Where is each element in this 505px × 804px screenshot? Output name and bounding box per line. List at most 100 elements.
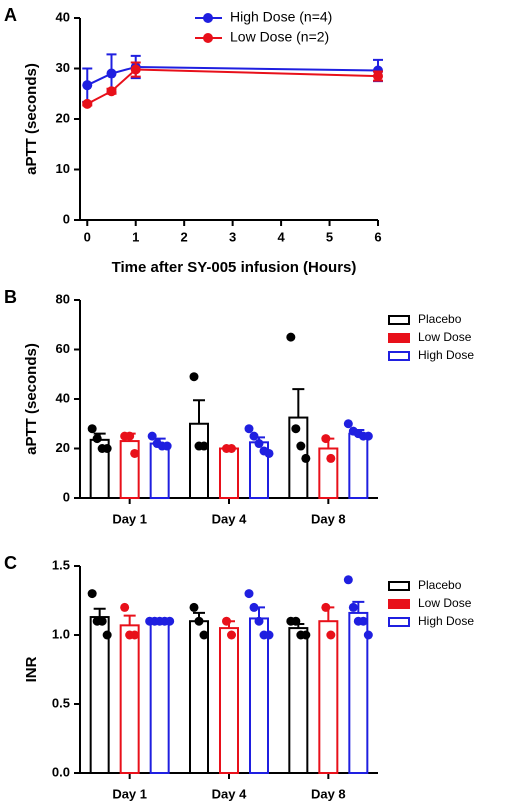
legend-label: High Dose [418, 614, 474, 628]
point [373, 71, 383, 82]
data-point [222, 616, 231, 626]
point [82, 98, 93, 109]
y-tick-label: 0 [63, 211, 70, 226]
legend-label: Placebo [418, 312, 462, 326]
data-point [165, 616, 175, 626]
bar [288, 627, 309, 774]
y-tick-label: 40 [56, 390, 70, 405]
y-tick-label: 40 [56, 9, 70, 24]
data-point [125, 431, 135, 441]
panel-label: B [4, 287, 17, 307]
y-tick-label: 10 [56, 161, 70, 176]
data-point [301, 630, 311, 640]
data-point [321, 434, 331, 444]
legend-label: Low Dose [418, 596, 472, 610]
panel-label: A [4, 5, 17, 25]
data-point [343, 419, 353, 429]
y-tick-label: 80 [56, 291, 70, 306]
data-point [286, 332, 296, 342]
y-tick-label: 30 [56, 60, 70, 75]
x-axis-label: Time after SY-005 infusion (Hours) [112, 259, 357, 276]
data-point [244, 424, 254, 434]
error-bar [292, 388, 305, 418]
x-tick-label: Day 4 [212, 511, 247, 526]
point [130, 64, 141, 75]
data-point [199, 630, 209, 640]
data-point [264, 630, 274, 640]
x-tick-label: 4 [277, 229, 285, 244]
data-point [363, 630, 373, 640]
x-tick-label: 3 [229, 229, 236, 244]
y-tick-label: 0.0 [52, 764, 70, 779]
data-point [254, 439, 264, 449]
legend-swatch [388, 599, 410, 609]
y-axis-label: aPTT (seconds) [23, 63, 40, 175]
legend-label: High Dose (n=4) [230, 9, 332, 25]
bar [149, 620, 170, 775]
data-point [249, 431, 259, 441]
x-tick-label: 0 [84, 229, 91, 244]
bar [219, 447, 239, 499]
bar [318, 620, 339, 775]
data-point [92, 434, 102, 444]
error-bar [93, 607, 106, 618]
data-point [321, 602, 331, 612]
series-line [86, 68, 379, 105]
legend-marker [203, 13, 213, 23]
data-point [189, 602, 199, 612]
data-point [291, 616, 301, 626]
data-point [227, 630, 236, 640]
legend-swatch [388, 315, 410, 325]
data-point [301, 453, 311, 463]
y-tick-label: 1.5 [52, 557, 70, 572]
legend-label: High Dose [418, 348, 474, 362]
bar [219, 627, 239, 774]
bar [249, 617, 269, 774]
y-tick-label: 20 [56, 110, 70, 125]
data-point [162, 441, 172, 451]
x-tick-label: Day 1 [112, 511, 147, 526]
data-point [194, 616, 204, 626]
y-axis-label: INR [23, 656, 40, 682]
bar [89, 616, 110, 774]
legend-swatch [388, 581, 410, 591]
data-point [244, 589, 254, 599]
data-point [296, 441, 306, 451]
bar [149, 442, 170, 499]
data-point [102, 630, 112, 640]
bar [189, 620, 209, 775]
data-point [249, 602, 259, 612]
x-tick-label: 2 [181, 229, 188, 244]
data-point [189, 372, 199, 382]
bar [189, 422, 209, 499]
bar [119, 624, 140, 775]
y-axis-label: aPTT (seconds) [23, 343, 40, 455]
x-tick-label: Day 1 [112, 786, 147, 801]
data-point [130, 448, 140, 458]
data-point [254, 616, 264, 626]
data-point [227, 444, 236, 453]
y-tick-label: 0 [63, 489, 70, 504]
legend-label: Low Dose (n=2) [230, 29, 329, 45]
legend-label: Placebo [418, 578, 462, 592]
data-point [343, 575, 353, 585]
point [106, 68, 117, 79]
data-point [199, 441, 209, 451]
legend-swatch [388, 617, 410, 627]
legend-marker [203, 33, 213, 43]
x-tick-label: 1 [132, 229, 139, 244]
data-point [120, 602, 130, 612]
error-bar [123, 614, 136, 626]
legend-swatch [388, 351, 410, 361]
y-tick-label: 0.5 [52, 695, 70, 710]
x-tick-label: Day 4 [212, 786, 247, 801]
data-point [102, 444, 112, 453]
error-bar [352, 600, 365, 613]
point [82, 80, 93, 91]
x-tick-label: Day 8 [311, 786, 346, 801]
series-line [86, 65, 379, 87]
y-tick-label: 20 [56, 440, 70, 455]
legend-label: Low Dose [418, 330, 472, 344]
